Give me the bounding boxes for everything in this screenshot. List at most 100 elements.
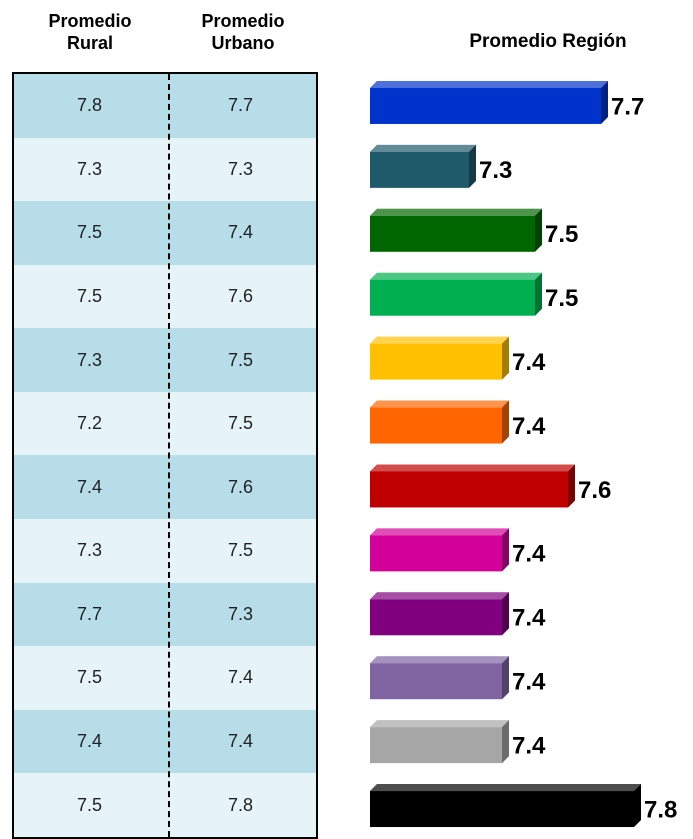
- bar-top: [370, 784, 641, 792]
- table-cell: 7.5: [227, 349, 254, 370]
- table-cell: 7.8: [227, 794, 254, 815]
- bar: [370, 343, 502, 380]
- bar-side: [634, 784, 641, 828]
- bar: [370, 663, 502, 700]
- bar: [370, 407, 502, 444]
- bar-top-shade: [370, 400, 509, 408]
- bar-side: [502, 528, 509, 572]
- bar-side-shade: [535, 208, 542, 252]
- bar-value-label: 7.5: [545, 221, 578, 248]
- table-cell: 7.5: [76, 667, 103, 688]
- table-cell: 7.4: [76, 476, 103, 497]
- table-cell: 7.6: [227, 476, 254, 497]
- table: 7.8 7.7 7.3 7.3 7.5 7.4 7.5 7.6 7.3 7.5 7.2 7.5 7.4 7…: [12, 72, 318, 839]
- bar-top: [370, 80, 608, 88]
- bar-side: [502, 720, 509, 764]
- bar-side-shade: [502, 720, 509, 764]
- table-cell: 7.3: [76, 158, 103, 179]
- bar-value-label: 7.4: [512, 413, 546, 440]
- table-row: 7.3 7.3: [14, 137, 316, 202]
- table-cell: 7.6: [227, 286, 254, 307]
- bar-side-shade: [502, 336, 509, 380]
- bar-side: [502, 592, 509, 636]
- chart-title: Promedio Región: [469, 31, 626, 52]
- bar-top: [370, 208, 542, 216]
- bar-value-label: 7.6: [578, 477, 611, 504]
- bar-side-shade: [568, 464, 575, 508]
- table-row: 7.7 7.3: [14, 582, 316, 647]
- table-row: 7.3 7.5: [14, 519, 316, 583]
- bar-side-shade: [502, 528, 509, 572]
- bar-side-shade: [601, 80, 608, 124]
- bar-side: [568, 464, 575, 508]
- table-row: 7.4 7.4: [14, 709, 316, 774]
- bar-top-shade: [370, 656, 509, 664]
- bar-side: [469, 144, 476, 188]
- bar-value-label: 7.4: [512, 732, 546, 759]
- bar-top-shade: [370, 784, 641, 792]
- table-row: 7.5 7.8: [14, 773, 316, 837]
- bar-top: [370, 336, 509, 344]
- table-row: 7.4 7.6: [14, 455, 316, 520]
- table-cell: 7.4: [227, 222, 254, 243]
- bar-side-shade: [502, 592, 509, 636]
- bar: [370, 599, 502, 636]
- bar-top: [370, 720, 509, 728]
- table-cell: 7.3: [227, 158, 254, 179]
- bar-top-shade: [370, 464, 575, 472]
- bar-value-label: 7.5: [545, 285, 578, 312]
- bar-side: [535, 272, 542, 316]
- bar-top-shade: [370, 592, 509, 600]
- bar: [370, 791, 634, 828]
- table-cell: 7.7: [227, 95, 254, 116]
- bar-value-label: 7.3: [479, 157, 512, 184]
- bar-side: [535, 208, 542, 252]
- bar-top: [370, 464, 575, 472]
- bar-side: [601, 80, 608, 124]
- bar: [370, 279, 535, 316]
- column-divider: [168, 74, 170, 837]
- bar: [370, 535, 502, 572]
- bar-side-shade: [535, 272, 542, 316]
- bar-side-shade: [634, 784, 641, 828]
- bar-side: [502, 656, 509, 700]
- column-header: Promedio Urbano: [201, 11, 285, 53]
- bar-top-shade: [370, 208, 542, 216]
- bar: [370, 727, 502, 764]
- column-header: Promedio Rural: [48, 11, 132, 53]
- table-cell: 7.4: [227, 667, 254, 688]
- table-cell: 7.4: [76, 731, 103, 752]
- bar-value-label: 7.4: [512, 605, 546, 632]
- bar-value-label: 7.4: [512, 669, 546, 696]
- bar-side-shade: [502, 400, 509, 444]
- bar-side-shade: [469, 144, 476, 188]
- table-cell: 7.5: [76, 794, 103, 815]
- bar-value-label: 7.8: [644, 796, 677, 823]
- bar-top-shade: [370, 336, 509, 344]
- table-row: 7.5 7.6: [14, 264, 316, 329]
- table-cell: 7.5: [76, 222, 103, 243]
- table-cell: 7.3: [227, 603, 254, 624]
- bar-top: [370, 272, 542, 280]
- bar-top: [370, 592, 509, 600]
- table-cell: 7.7: [76, 603, 103, 624]
- table-cell: 7.8: [76, 95, 103, 116]
- bar-top-shade: [370, 80, 608, 88]
- table-row: 7.5 7.4: [14, 201, 316, 265]
- table-row: 7.8 7.7: [14, 74, 316, 138]
- bar-side: [502, 400, 509, 444]
- bar-top-shade: [370, 272, 542, 280]
- table-cell: 7.3: [76, 349, 103, 370]
- table-row: 7.2 7.5: [14, 391, 316, 456]
- bar-value-label: 7.4: [512, 541, 546, 568]
- table-cell: 7.4: [227, 731, 254, 752]
- table-cell: 7.2: [76, 413, 103, 434]
- bar-value-label: 7.4: [512, 349, 546, 376]
- bar-top: [370, 144, 476, 152]
- bar-top: [370, 528, 509, 536]
- bar: [370, 215, 535, 252]
- bar-top: [370, 656, 509, 664]
- bar-side-shade: [502, 656, 509, 700]
